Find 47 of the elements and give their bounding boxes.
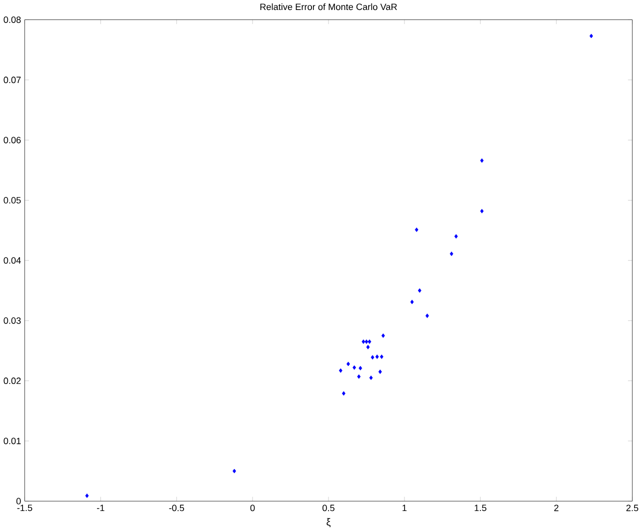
y-tick-label: 0.06 [4, 137, 21, 144]
point [357, 374, 361, 379]
x-tick-label: 1 [402, 504, 407, 512]
x-axis-title: ξ [326, 518, 331, 528]
point [480, 158, 484, 163]
point [342, 391, 346, 396]
chart-title: Relative Error of Monte Carlo VaR [260, 4, 397, 10]
y-tick-label: 0.08 [4, 16, 21, 24]
point [370, 355, 374, 360]
point [381, 334, 385, 338]
y-tick-label: 0.02 [4, 378, 21, 384]
point [410, 300, 414, 304]
point [418, 288, 422, 293]
point [352, 366, 356, 370]
x-tick-label: 0.5 [322, 504, 334, 512]
x-tick-label: -1 [97, 504, 104, 512]
point [426, 314, 429, 318]
y-tick-label: 0.01 [4, 438, 21, 444]
point [232, 469, 236, 474]
point [380, 354, 384, 360]
y-tick-label: 0.03 [4, 318, 21, 324]
point [358, 366, 362, 371]
y-tick-label: 0.05 [4, 197, 21, 204]
y-tick-label: 0.04 [4, 257, 21, 264]
x-tick-label: -0.5 [169, 504, 184, 512]
point [366, 345, 370, 350]
point [375, 354, 379, 360]
point [378, 370, 382, 374]
x-tick-label: 2 [554, 504, 558, 512]
point [338, 368, 342, 373]
x-tick-label: 2.5 [626, 504, 638, 512]
point [480, 209, 484, 214]
x-tick-label: 0 [250, 504, 255, 512]
point [368, 340, 372, 344]
point [454, 234, 458, 239]
point [362, 340, 366, 344]
point [414, 228, 418, 232]
point [450, 252, 454, 256]
x-tick-label: -1.5 [17, 504, 32, 512]
x-tick-label: 1.5 [474, 504, 486, 512]
point [590, 34, 593, 38]
y-tick-label: 0 [16, 498, 21, 505]
point [364, 340, 368, 344]
point [346, 362, 350, 366]
point [85, 494, 89, 498]
y-tick-label: 0.07 [4, 76, 21, 84]
point [369, 376, 373, 380]
